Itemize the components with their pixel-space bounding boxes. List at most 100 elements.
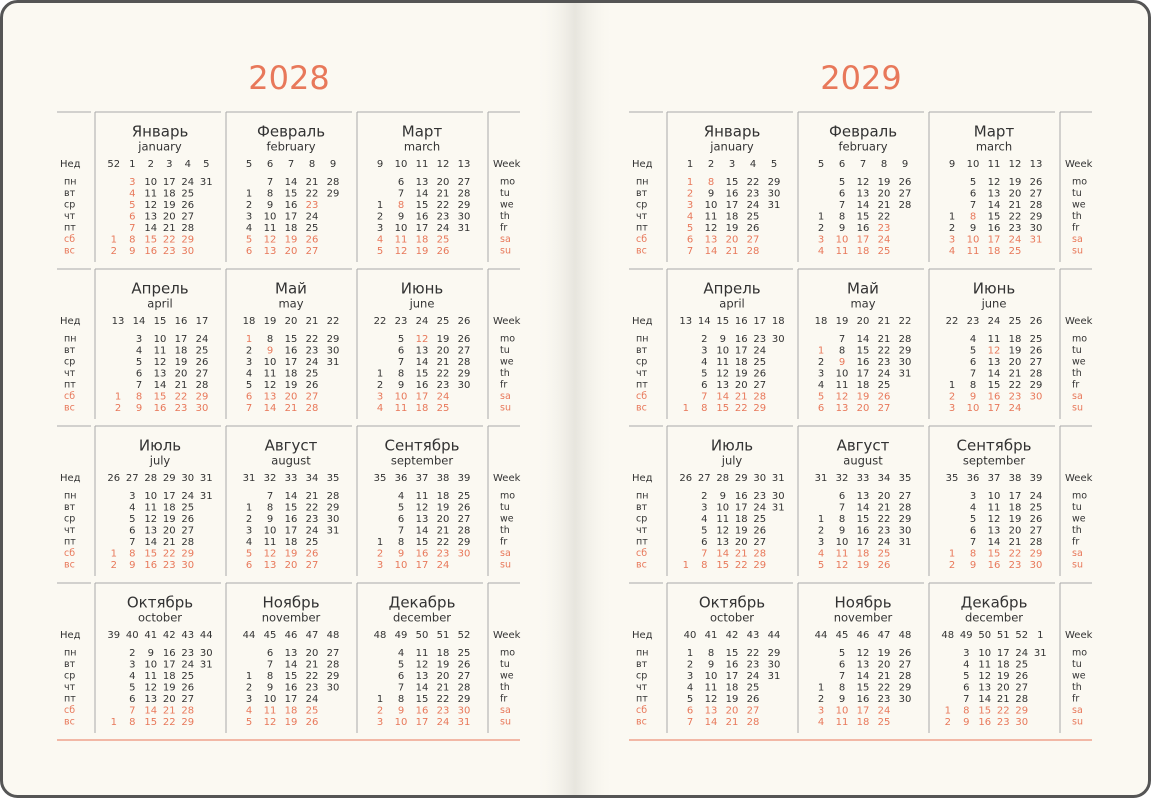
day-number: 21 [878,503,891,514]
day-number: 30 [327,683,340,694]
weekday-en: we [1072,200,1086,211]
week-number: 49 [395,630,408,641]
day-number: 16 [416,380,429,391]
day-number: 15 [285,334,298,345]
day-number: 16 [726,189,739,200]
day-number: 25 [458,648,471,659]
day-number: 30 [458,380,471,391]
day-number: 28 [181,537,194,548]
weekday-ru: вс [636,246,647,257]
day-number: 28 [899,671,912,682]
month-name: Октябрь [127,594,193,612]
weekday-en: sa [500,391,511,402]
day-number: 30 [181,560,194,571]
day-number: 12 [705,694,718,705]
weekday-en: we [500,357,514,368]
day-number: 9 [970,223,976,234]
day-number: 23 [306,683,319,694]
day-number: 19 [1009,177,1022,188]
weekday-en: mo [500,334,515,345]
day-number: 17 [857,235,870,246]
day-number: 10 [264,357,277,368]
day-number: 6 [970,357,976,368]
day-number: 26 [1015,671,1028,682]
day-number: 2 [246,514,252,525]
day-number: 17 [416,223,429,234]
weekday-en: mo [1072,334,1087,345]
week-number: 42 [163,630,176,641]
day-number: 10 [264,212,277,223]
day-number: 26 [899,648,912,659]
week-number: 20 [285,316,298,327]
day-number: 8 [970,380,976,391]
day-number: 25 [753,514,766,525]
day-number: 25 [878,246,891,257]
day-number: 10 [836,706,849,717]
day-number: 26 [306,549,319,560]
day-number: 8 [398,369,404,380]
day-number: 8 [129,235,135,246]
day-number: 29 [768,648,781,659]
day-number: 19 [285,717,298,728]
day-number: 8 [701,403,707,414]
weekday-en: we [1072,357,1086,368]
weekday-ru: ср [64,200,75,211]
weekday-en: su [1072,717,1083,728]
weekday-en: sa [500,234,511,245]
day-number: 28 [458,189,471,200]
day-number: 24 [1030,491,1043,502]
day-number: 16 [857,526,870,537]
day-number: 22 [735,560,748,571]
day-number: 19 [1009,514,1022,525]
day-number: 13 [264,560,277,571]
day-number: 2 [246,200,252,211]
day-number: 11 [967,246,980,257]
week-number: 25 [437,316,450,327]
day-number: 24 [753,503,766,514]
weekday-ru: пт [64,537,76,548]
day-number: 6 [970,189,976,200]
day-number: 17 [735,346,748,357]
day-number: 16 [416,212,429,223]
day-number: 22 [306,671,319,682]
day-number: 22 [437,694,450,705]
day-number: 23 [437,706,450,717]
weekday-en: tu [1072,659,1082,670]
weekday-en: sa [500,548,511,559]
weekday-en: th [500,368,510,379]
week-number: 4 [185,159,191,170]
week-number: 11 [988,159,1001,170]
day-number: 26 [747,223,760,234]
week-label-en: Week [1065,630,1093,641]
month-name-en: december [393,611,451,625]
day-number: 4 [818,380,824,391]
day-number: 4 [129,671,135,682]
week-number: 21 [306,316,319,327]
day-number: 29 [1030,212,1043,223]
day-number: 20 [437,671,450,682]
week-number: 17 [196,316,209,327]
day-number: 24 [437,223,450,234]
day-number: 1 [687,177,693,188]
day-number: 11 [988,503,1001,514]
weekday-en: fr [500,380,507,391]
day-number: 31 [899,537,912,548]
month-name-en: march [976,140,1012,154]
day-number: 7 [970,200,976,211]
week-number: 8 [881,159,887,170]
day-number: 23 [437,212,450,223]
day-number: 27 [747,706,760,717]
day-number: 19 [175,357,188,368]
day-number: 25 [878,549,891,560]
weekday-en: fr [1072,380,1079,391]
day-number: 10 [264,694,277,705]
day-number: 27 [196,369,209,380]
day-number: 16 [416,549,429,560]
day-number: 23 [878,694,891,705]
week-number: 25 [1009,316,1022,327]
day-number: 5 [701,369,707,380]
week-label-en: Week [1065,473,1093,484]
week-number: 13 [112,316,125,327]
day-number: 2 [818,526,824,537]
weekday-en: mo [500,491,515,502]
